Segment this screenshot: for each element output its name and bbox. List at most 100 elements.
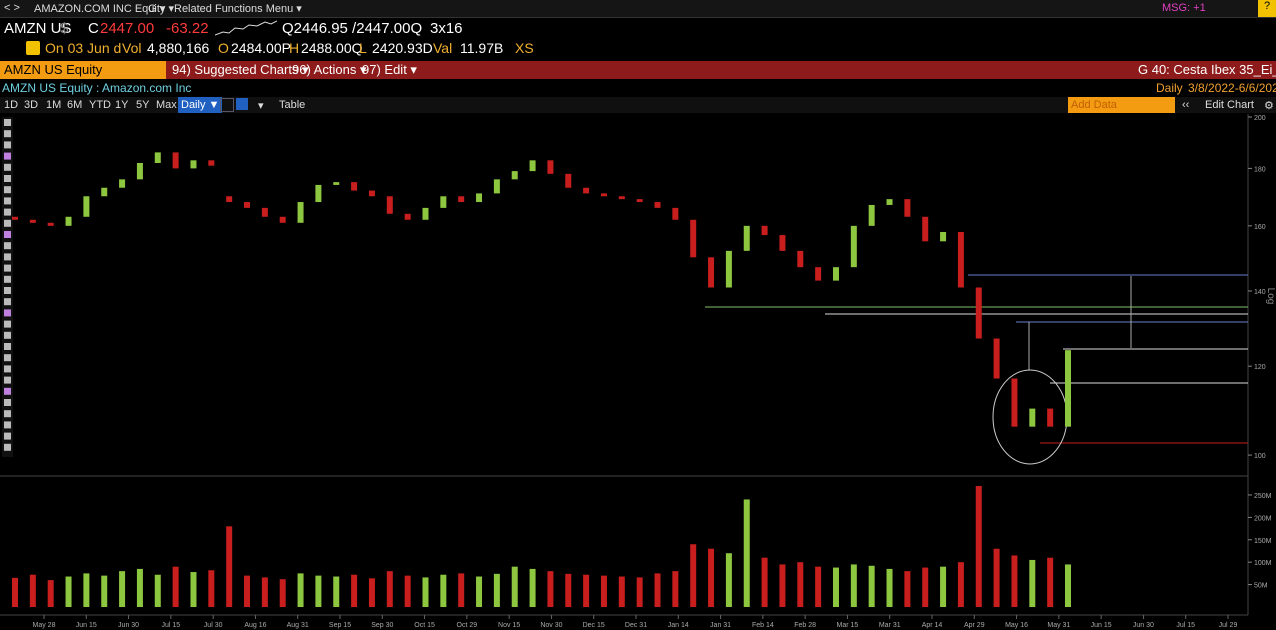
frequency-button[interactable]: Daily ▼ xyxy=(178,97,223,113)
candle xyxy=(279,216,286,223)
menu-item[interactable]: 96) Actions ▾ xyxy=(292,62,367,77)
volume-bar xyxy=(172,566,179,607)
security-name: AMZN US Equity : Amazon.com Inc xyxy=(2,81,192,95)
candle xyxy=(583,187,590,194)
candle xyxy=(779,235,786,251)
menu-item[interactable]: 97) Edit ▾ xyxy=(362,62,417,77)
range-button[interactable]: 1M xyxy=(46,99,62,111)
settings-button[interactable]: ⚙ xyxy=(1264,100,1274,112)
x-tick-label: Jul 29 xyxy=(1219,622,1238,629)
collapse-button[interactable]: ‹‹ xyxy=(1182,99,1190,111)
candle xyxy=(65,216,72,226)
x-tick-label: Dec 31 xyxy=(625,622,647,629)
candle xyxy=(458,196,465,203)
y-axis-label: Log xyxy=(1265,288,1276,305)
security-field[interactable]: AMZN US Equity xyxy=(0,61,166,79)
candle xyxy=(511,171,518,180)
volume-bar xyxy=(154,574,161,607)
range-button[interactable]: 1Y xyxy=(115,99,129,111)
tool-icon xyxy=(4,376,11,384)
tool-icon xyxy=(4,197,11,205)
volume-bar xyxy=(922,567,929,607)
tool-icon xyxy=(4,410,11,418)
candle xyxy=(529,160,536,172)
candle xyxy=(29,219,36,223)
range-button[interactable]: 3D xyxy=(24,99,39,111)
x-tick-label: Sep 30 xyxy=(371,622,393,629)
messages[interactable]: MSG: +1 xyxy=(1162,2,1206,14)
tool-icon xyxy=(4,264,11,272)
dropdown[interactable]: ▾ xyxy=(258,100,264,112)
volume-bar xyxy=(47,580,54,607)
volume-bar xyxy=(618,576,625,607)
candle xyxy=(725,250,732,288)
x-tick-label: Apr 29 xyxy=(964,622,985,629)
y-tick-label: 180 xyxy=(1254,166,1266,173)
candle xyxy=(440,196,447,208)
close-label: C xyxy=(88,20,99,37)
range-button[interactable]: 1D xyxy=(4,99,19,111)
volume-bar xyxy=(12,577,18,607)
x-tick-label: Nov 30 xyxy=(540,622,562,629)
high-label: H xyxy=(289,40,300,56)
g-menu[interactable]: G ▾ xyxy=(148,3,166,15)
candle xyxy=(636,199,643,203)
bid-ask-size: 3x16 xyxy=(430,20,463,37)
edit-chart-button[interactable]: Edit Chart xyxy=(1205,99,1254,111)
volume-y-tick-label: 50M xyxy=(1254,583,1268,590)
candle xyxy=(1047,408,1054,427)
x-tick-label: Feb 28 xyxy=(794,622,816,629)
range-button[interactable]: 6M xyxy=(67,99,83,111)
tool-icon xyxy=(4,219,11,227)
volume-bar xyxy=(493,573,500,607)
y-tick-label: 200 xyxy=(1254,115,1266,122)
menu-item[interactable]: 94) Suggested Charts ▾ xyxy=(172,62,309,77)
tool-icon xyxy=(4,354,11,362)
add-data-field[interactable]: Add Data xyxy=(1068,97,1175,113)
high-price: 2488.00Q xyxy=(301,40,363,56)
candle xyxy=(333,182,340,185)
nav-arrows[interactable]: < > xyxy=(4,2,20,14)
volume-bar xyxy=(333,576,340,607)
quote-icon[interactable] xyxy=(26,41,40,55)
candle xyxy=(708,257,715,288)
candle xyxy=(993,338,1000,379)
candle xyxy=(975,287,982,339)
chart-style-button[interactable] xyxy=(236,98,248,110)
candle xyxy=(940,231,947,242)
volume-bar xyxy=(850,564,857,607)
x-tick-label: Apr 14 xyxy=(922,622,943,629)
volume-bar xyxy=(476,576,483,607)
x-tick-label: Jun 30 xyxy=(118,622,139,629)
help-button[interactable]: ? xyxy=(1258,0,1276,17)
volume-bar xyxy=(1011,555,1018,607)
volume-bar xyxy=(244,575,251,607)
volume-bar xyxy=(29,574,36,607)
candle xyxy=(654,202,661,208)
tool-icon xyxy=(4,242,11,250)
volume-bar xyxy=(1047,557,1054,607)
x-tick-label: May 16 xyxy=(1005,622,1028,629)
volume-bar xyxy=(208,570,215,607)
security-menu[interactable]: AMAZON.COM INC Equity ▾ xyxy=(34,3,174,15)
candle xyxy=(493,179,500,194)
related-menu[interactable]: Related Functions Menu ▾ xyxy=(174,3,302,15)
annotations xyxy=(705,274,1248,465)
candle xyxy=(172,152,179,169)
x-tick-label: Jan 31 xyxy=(710,622,731,629)
volume-bar xyxy=(904,571,911,607)
volume-y-tick-label: 250M xyxy=(1254,493,1272,500)
range-button[interactable]: 5Y xyxy=(136,99,150,111)
currency: $ xyxy=(60,20,69,37)
range-button[interactable]: Max xyxy=(156,99,177,111)
tool-icon xyxy=(4,141,11,149)
range-button[interactable]: YTD xyxy=(89,99,111,111)
x-tick-label: Aug 16 xyxy=(244,622,266,629)
tool-icon xyxy=(4,331,11,339)
volume-bar xyxy=(975,486,982,607)
candle xyxy=(815,267,822,281)
table-button[interactable]: Table xyxy=(279,99,306,111)
chart-type-button[interactable] xyxy=(220,98,234,112)
candle xyxy=(476,193,483,203)
tool-icon xyxy=(4,365,11,373)
